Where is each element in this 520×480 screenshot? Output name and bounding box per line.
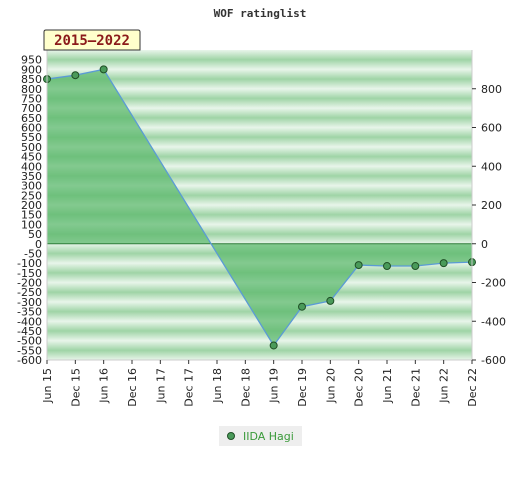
y-right-tick-label: 0 <box>481 238 488 251</box>
x-tick-label: Jun 18 <box>211 368 224 404</box>
y-left-tick-label: -450 <box>17 325 42 338</box>
band <box>47 321 472 341</box>
legend-marker <box>227 432 235 440</box>
period-badge: 2015–2022 <box>43 29 141 51</box>
y-left-tick-label: -350 <box>17 306 42 319</box>
y-left-tick-label: 600 <box>21 122 42 135</box>
y-axis-left-ticks: 9509008508007507006506005505004504003503… <box>17 54 42 367</box>
x-tick-label: Jun 20 <box>324 368 337 404</box>
y-left-tick-label: 750 <box>21 92 42 105</box>
y-left-tick-label: -600 <box>17 354 42 367</box>
y-left-tick-label: -500 <box>17 335 42 348</box>
x-tick-label: Dec 17 <box>183 368 196 407</box>
y-left-tick-label: 100 <box>21 218 42 231</box>
band <box>47 69 472 89</box>
y-left-tick-label: -400 <box>17 315 42 328</box>
y-right-tick-label: -400 <box>481 315 506 328</box>
data-point-dec-19 <box>298 302 306 311</box>
y-left-tick-label: -200 <box>17 277 42 290</box>
period-badge-text: 2015–2022 <box>54 33 130 49</box>
y-left-tick-label: 850 <box>21 73 42 86</box>
y-left-tick-label: 50 <box>28 228 42 241</box>
data-point-jun-16 <box>99 65 108 74</box>
data-point-dec-20 <box>354 261 363 270</box>
y-left-tick-label: 300 <box>21 180 42 193</box>
y-left-tick-label: 400 <box>21 160 42 173</box>
y-left-tick-label: -550 <box>17 344 42 357</box>
y-right-tick-label: -200 <box>481 277 506 290</box>
y-left-tick-label: -300 <box>17 296 42 309</box>
data-point-jun-20 <box>326 296 335 305</box>
chart-title: WOF ratinglist <box>214 7 307 20</box>
y-left-tick-label: 150 <box>21 209 42 222</box>
x-tick-label: Dec 18 <box>239 368 252 407</box>
y-left-tick-label: 950 <box>21 54 42 67</box>
data-point-dec-15 <box>71 71 80 80</box>
band <box>47 50 472 70</box>
x-tick-label: Dec 19 <box>296 368 309 407</box>
legend[interactable]: IIDA Hagi <box>219 426 302 446</box>
y-left-tick-label: 450 <box>21 151 42 164</box>
period-badge-box <box>43 29 141 51</box>
y-right-tick-label: 600 <box>481 122 502 135</box>
x-tick-label: Jun 15 <box>41 368 54 404</box>
data-point-jun-19 <box>269 341 278 350</box>
legend-label: IIDA Hagi <box>243 430 294 443</box>
x-tick-label: Dec 16 <box>126 368 139 407</box>
data-area <box>47 69 472 346</box>
y-left-tick-label: 650 <box>21 112 42 125</box>
y-left-tick-label: 250 <box>21 189 42 202</box>
band <box>47 127 472 147</box>
y-left-tick-label: 700 <box>21 102 42 115</box>
x-tick-label: Jun 19 <box>268 368 281 404</box>
y-left-tick-label: -150 <box>17 267 42 280</box>
y-left-tick-label: 550 <box>21 131 42 144</box>
x-tick-label: Dec 20 <box>353 368 366 407</box>
y-right-tick-label: 800 <box>481 83 502 96</box>
y-left-tick-label: 200 <box>21 199 42 212</box>
y-left-tick-label: 350 <box>21 170 42 183</box>
band <box>47 88 472 109</box>
y-left-tick-label: 800 <box>21 83 42 96</box>
legend-box <box>219 426 302 446</box>
y-left-tick-label: -100 <box>17 257 42 270</box>
band <box>47 340 472 360</box>
y-left-tick-label: -50 <box>24 247 42 260</box>
x-axis-ticks: Jun 15 Dec 15 Jun 16 Dec 16 Jun 17 Dec 17 Jun … <box>41 360 479 407</box>
y-right-tick-label: -600 <box>481 354 506 367</box>
x-tick-label: Jun 21 <box>381 368 394 404</box>
y-right-tick-label: 400 <box>481 160 502 173</box>
y-axis-right-ticks: 800 600 400 200 0 -200 -400 -600 <box>472 83 506 367</box>
band <box>47 108 472 128</box>
y-left-tick-label: 0 <box>35 238 42 251</box>
x-tick-label: Dec 21 <box>409 368 422 407</box>
x-tick-label: Jun 22 <box>438 368 451 404</box>
series-area <box>47 69 472 346</box>
x-tick-label: Jun 16 <box>98 368 111 404</box>
y-right-tick-label: 200 <box>481 199 502 212</box>
x-tick-label: Dec 15 <box>69 368 82 407</box>
data-point-jun-21 <box>383 262 391 271</box>
data-markers <box>43 65 476 350</box>
x-tick-label: Jun 17 <box>154 368 167 404</box>
y-left-tick-label: -250 <box>17 286 42 299</box>
x-tick-label: Dec 22 <box>466 368 479 407</box>
y-left-tick-label: 900 <box>21 63 42 76</box>
data-point-dec-21 <box>411 262 420 271</box>
data-point-jun-22 <box>439 259 448 268</box>
y-left-tick-label: 500 <box>21 141 42 154</box>
